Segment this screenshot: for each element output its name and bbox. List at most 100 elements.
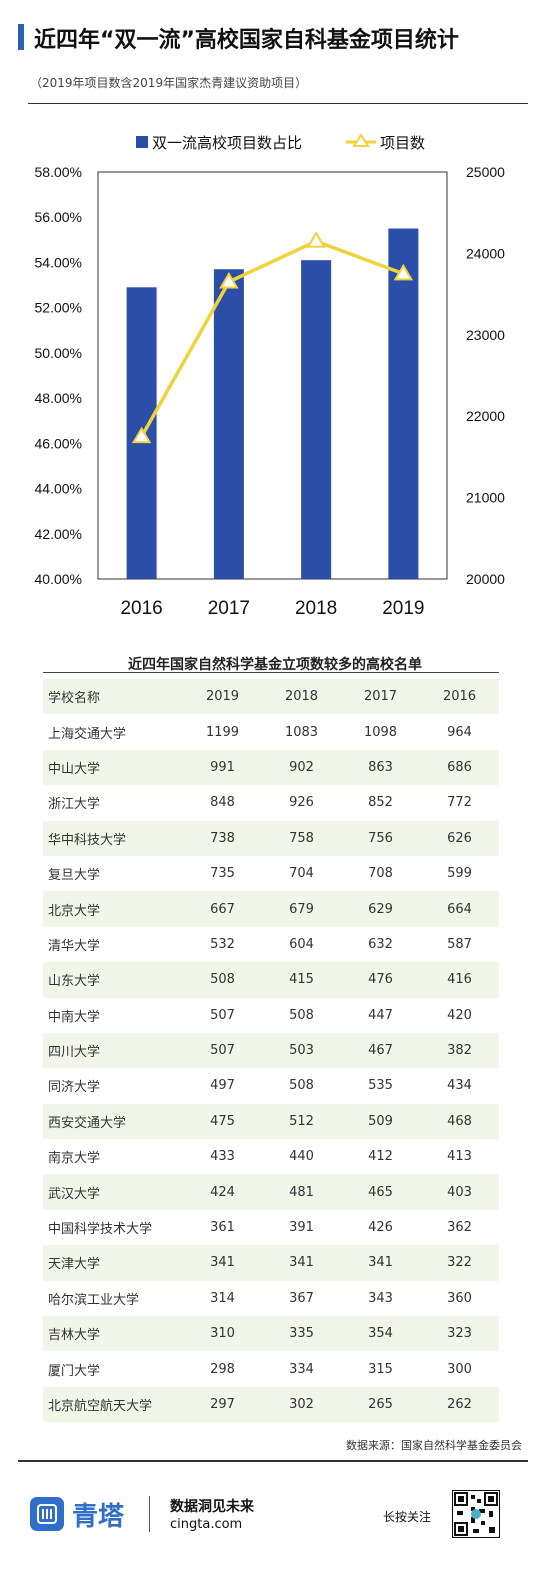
x-tick-label: 2017 (208, 598, 250, 619)
count-cell: 360 (447, 1290, 472, 1306)
table-row: 厦门大学 298 334 315 300 (43, 1351, 499, 1386)
count-cell: 465 (368, 1184, 393, 1200)
count-cell: 420 (447, 1007, 472, 1023)
page-title: 近四年“双一流”高校国家自科基金项目统计 (34, 28, 459, 53)
count-cell: 1199 (205, 724, 240, 740)
school-name-cell: 复旦大学 (48, 868, 101, 884)
left-tick-label: 46.00% (35, 435, 82, 451)
right-tick-label: 21000 (466, 490, 505, 506)
school-name-cell: 哈尔滨工业大学 (48, 1292, 140, 1308)
count-cell: 322 (447, 1255, 472, 1271)
count-cell: 629 (368, 901, 393, 917)
count-cell: 2016 (442, 689, 477, 705)
count-cell: 632 (368, 936, 393, 952)
left-tick-label: 50.00% (35, 345, 82, 361)
table-row: 南京大学 433 440 412 413 (43, 1139, 499, 1174)
footer-vertical-divider (149, 1496, 150, 1532)
line-point-2018 (306, 231, 326, 248)
school-name-cell: 中国科学技术大学 (48, 1222, 153, 1238)
count-cell: 433 (210, 1149, 235, 1165)
table-row: 北京航空航天大学 297 302 265 262 (43, 1386, 499, 1423)
school-name-cell: 山东大学 (48, 974, 101, 990)
count-cell: 335 (289, 1326, 314, 1342)
count-cell: 300 (447, 1361, 472, 1377)
left-tick-label: 52.00% (35, 300, 82, 316)
plot-frame (97, 171, 448, 580)
table-row: 同济大学 497 508 535 434 (43, 1068, 499, 1103)
count-cell: 476 (368, 972, 393, 988)
count-cell: 297 (210, 1397, 235, 1412)
table-row: 华中科技大学 738 758 756 626 (43, 820, 499, 856)
school-name-cell: 同济大学 (48, 1080, 101, 1096)
count-cell: 2019 (205, 689, 240, 705)
count-cell: 708 (368, 866, 393, 882)
count-cell: 434 (447, 1078, 472, 1094)
x-tick-label: 2018 (295, 598, 337, 619)
school-name-cell: 吉林大学 (48, 1328, 101, 1344)
right-tick-label: 20000 (466, 571, 505, 587)
left-tick-label: 54.00% (35, 254, 82, 270)
table-row: 吉林大学 310 335 354 323 (43, 1316, 499, 1352)
count-cell: 512 (289, 1113, 314, 1129)
count-cell: 735 (210, 866, 235, 882)
table-row: 北京大学 667 679 629 664 (43, 891, 499, 927)
table-row: 中南大学 507 508 447 420 (43, 998, 499, 1033)
count-cell: 758 (289, 830, 314, 846)
count-cell: 341 (368, 1255, 393, 1271)
count-cell: 704 (289, 866, 314, 882)
legend-swatch-marker (352, 133, 370, 147)
count-cell: 863 (368, 759, 393, 775)
count-cell: 262 (447, 1397, 472, 1412)
school-name-cell: 北京航空航天大学 (48, 1399, 153, 1414)
table-top-rule (43, 672, 499, 673)
count-cell: 302 (289, 1397, 314, 1412)
count-cell: 424 (210, 1184, 235, 1200)
line-path (140, 239, 404, 438)
count-cell: 756 (368, 830, 393, 846)
count-cell: 314 (210, 1290, 235, 1306)
count-cell: 738 (210, 830, 235, 846)
count-cell: 991 (210, 759, 235, 775)
count-cell: 964 (447, 724, 472, 740)
count-cell: 532 (210, 936, 235, 952)
school-name-cell: 天津大学 (48, 1257, 101, 1273)
count-cell: 507 (210, 1007, 235, 1023)
school-name-cell: 南京大学 (48, 1151, 101, 1167)
table-row: 中山大学 991 902 863 686 (43, 749, 499, 786)
count-cell: 426 (368, 1220, 393, 1236)
left-tick-label: 58.00% (35, 164, 82, 180)
count-cell: 367 (289, 1290, 314, 1306)
legend-label-bar: 双一流高校项目数占比 (152, 134, 302, 152)
combo-chart: 双一流高校项目数占比 项目数 40.00% 42.00% 44.00% 46.00% 48… (35, 133, 505, 619)
count-cell: 503 (289, 1043, 314, 1059)
bar-series (126, 228, 419, 579)
right-tick-label: 23000 (466, 327, 505, 343)
legend-label-line: 项目数 (380, 134, 425, 152)
left-tick-label: 56.00% (35, 209, 82, 225)
count-cell: 481 (289, 1184, 314, 1200)
bar-2018 (301, 260, 332, 579)
count-cell: 362 (447, 1220, 472, 1236)
count-cell: 391 (289, 1220, 314, 1236)
count-cell: 848 (210, 795, 235, 811)
count-cell: 412 (368, 1149, 393, 1165)
count-cell: 664 (447, 901, 472, 917)
count-cell: 508 (289, 1078, 314, 1094)
count-cell: 361 (210, 1220, 235, 1236)
header-divider (28, 103, 528, 104)
count-cell: 415 (289, 972, 314, 988)
bar-2017 (213, 269, 244, 579)
count-cell: 497 (210, 1078, 235, 1094)
table-row: 上海交通大学 1199 1083 1098 964 (43, 714, 499, 749)
footer-divider (18, 1460, 528, 1462)
left-tick-label: 44.00% (35, 481, 82, 497)
table-row: 复旦大学 735 704 708 599 (43, 856, 499, 891)
brand-slogan: 数据洞见未来 (170, 1499, 254, 1515)
count-cell: 334 (289, 1361, 314, 1377)
chart-legend: 双一流高校项目数占比 项目数 (136, 133, 425, 152)
brand-site: cingta.com (170, 1517, 243, 1532)
table-row: 山东大学 508 415 476 416 (43, 962, 499, 998)
count-cell: 341 (210, 1255, 235, 1271)
legend-swatch-bar (136, 136, 148, 148)
school-name-cell: 中山大学 (48, 761, 101, 777)
